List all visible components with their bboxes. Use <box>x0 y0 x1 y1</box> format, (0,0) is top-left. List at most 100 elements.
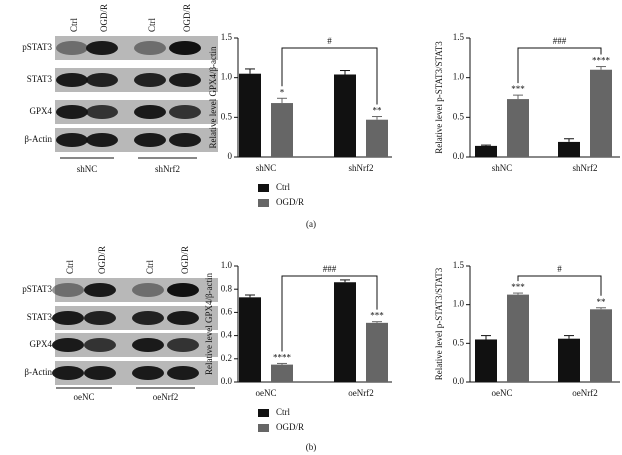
bar <box>558 141 580 157</box>
y-axis-label: Relative level GPX4/β-actin <box>204 272 214 375</box>
blot-band <box>167 283 199 297</box>
y-tick-label: 0.5 <box>221 111 233 121</box>
bar <box>271 364 293 382</box>
y-tick-label: 0.2 <box>221 353 232 363</box>
blot-band <box>86 73 118 87</box>
y-tick-label: 1.0 <box>221 72 233 82</box>
blot-band <box>169 73 201 87</box>
blot-band <box>56 41 88 55</box>
comparison-label: ### <box>323 264 337 274</box>
x-tick-label: oeNC <box>492 388 513 398</box>
lane-label: Ctrl <box>145 259 155 274</box>
y-tick-label: 0.0 <box>221 376 233 386</box>
lane-label: OGD/R <box>182 4 192 32</box>
bar <box>239 297 261 382</box>
blot-band <box>86 133 118 147</box>
blot-band <box>169 41 201 55</box>
comparison-label: # <box>557 264 562 274</box>
blot-band <box>169 105 201 119</box>
comparison-bracket <box>517 275 602 296</box>
lane-label: OGD/R <box>99 4 109 32</box>
y-tick-label: 0.0 <box>453 151 465 161</box>
blot-band <box>134 133 166 147</box>
blot-row-label: pSTAT3 <box>22 42 52 52</box>
blot-row-label: GPX4 <box>29 339 52 349</box>
x-tick-label: shNrf2 <box>573 163 598 173</box>
comparison-bracket <box>281 275 378 352</box>
lane-label: Ctrl <box>69 17 79 32</box>
legend-swatch <box>258 184 269 192</box>
y-axis-label: Relative level p-STAT3/STAT3 <box>434 41 444 154</box>
legend-label: OGD/R <box>276 422 304 432</box>
legend-swatch <box>258 199 269 207</box>
x-tick-label: oeNC <box>256 388 277 398</box>
y-tick-label: 1.0 <box>453 72 465 82</box>
y-tick-label: 0.8 <box>221 283 233 293</box>
group-label: shNC <box>77 164 98 174</box>
lane-label: Ctrl <box>65 259 75 274</box>
y-tick-label: 1.5 <box>453 260 465 270</box>
blot-band <box>56 133 88 147</box>
x-tick-label: oeNrf2 <box>572 388 598 398</box>
significance: *** <box>370 311 384 321</box>
blot-row-label: pSTAT3 <box>22 284 52 294</box>
blot-band <box>134 105 166 119</box>
blot-band <box>84 311 116 325</box>
significance: *** <box>511 282 525 292</box>
blot-band <box>52 311 84 325</box>
blot-band <box>56 73 88 87</box>
blot-band <box>86 41 118 55</box>
significance: **** <box>592 56 611 66</box>
bar <box>271 103 293 157</box>
y-tick-label: 0.6 <box>221 306 233 316</box>
lane-label: OGD/R <box>180 246 190 274</box>
significance: * <box>280 87 285 97</box>
y-tick-label: 0.5 <box>453 337 465 347</box>
group-label: oeNC <box>74 392 95 402</box>
group-label: oeNrf2 <box>153 392 179 402</box>
bar <box>590 69 612 157</box>
y-axis-label: Relative level GPX4/β-actin <box>208 46 218 149</box>
bar <box>334 282 356 382</box>
comparison-label: # <box>327 36 332 46</box>
blot-band <box>56 105 88 119</box>
bar <box>334 74 356 157</box>
blot-row-label: GPX4 <box>29 106 52 116</box>
y-tick-label: 0.0 <box>453 376 465 386</box>
blot-band <box>84 366 116 380</box>
blot-band <box>167 366 199 380</box>
comparison-bracket <box>517 47 602 84</box>
blot-band <box>52 338 84 352</box>
bar <box>507 294 529 382</box>
group-label: shNrf2 <box>155 164 180 174</box>
legend-swatch <box>258 409 269 417</box>
x-tick-label: shNC <box>256 163 277 173</box>
y-tick-label: 1.5 <box>221 32 233 42</box>
blot-band <box>167 338 199 352</box>
blot-band <box>134 73 166 87</box>
blot-row-label: β-Actin <box>24 134 52 144</box>
blot-band <box>132 283 164 297</box>
lane-label: OGD/R <box>97 246 107 274</box>
y-tick-label: 0.4 <box>221 330 233 340</box>
bar <box>239 73 261 157</box>
bar <box>558 338 580 382</box>
blot-band <box>169 133 201 147</box>
y-tick-label: 1.0 <box>221 260 233 270</box>
y-tick-label: 0 <box>228 151 233 161</box>
bar <box>507 99 529 157</box>
x-tick-label: shNrf2 <box>349 163 374 173</box>
blot-row-label: STAT3 <box>27 312 53 322</box>
legend-swatch <box>258 424 269 432</box>
blot-row-label: STAT3 <box>27 74 53 84</box>
significance: **** <box>273 353 292 363</box>
y-tick-label: 1.0 <box>453 299 465 309</box>
bar <box>475 339 497 382</box>
bar <box>590 309 612 382</box>
blot-band <box>84 283 116 297</box>
bar <box>475 145 497 157</box>
legend-label: Ctrl <box>276 407 291 417</box>
significance: ** <box>597 297 607 307</box>
